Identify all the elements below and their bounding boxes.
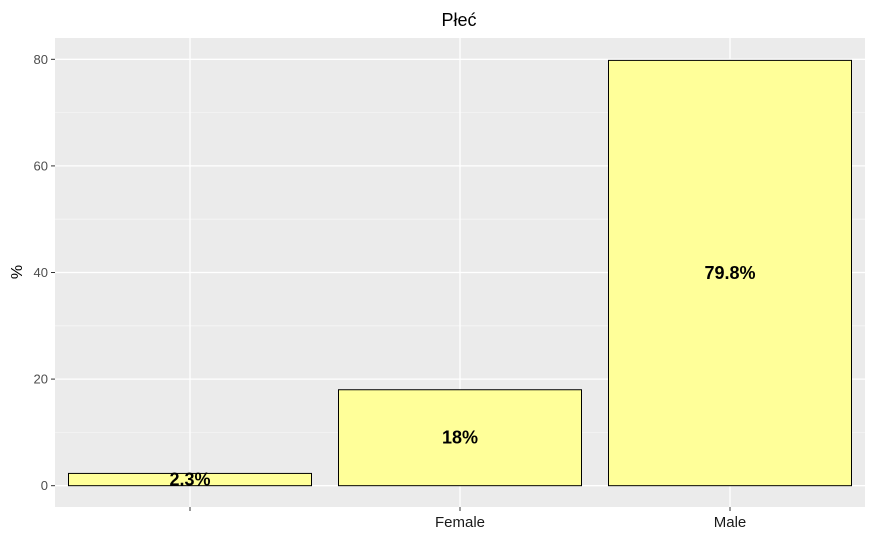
bars [68, 59, 852, 487]
y-axis-title: % [9, 265, 26, 279]
y-tick-label: 80 [34, 52, 48, 67]
bar [338, 389, 582, 487]
x-tick-label: Male [714, 514, 747, 531]
y-axis: 0 20 40 60 80 [34, 52, 55, 493]
bar-data-label: 18% [442, 428, 478, 448]
y-tick-label: 60 [34, 158, 48, 173]
bar [68, 472, 312, 487]
y-tick-label: 20 [34, 372, 48, 387]
bar [608, 59, 852, 487]
data-labels: 2.3% 18% 79.8% [169, 263, 755, 490]
x-axis: Female Male [189, 507, 747, 531]
bar-data-label: 2.3% [169, 470, 210, 490]
chart-title: Płeć [441, 10, 476, 30]
y-tick-label: 40 [34, 265, 48, 280]
x-tick-label: Female [435, 514, 485, 531]
bar-data-label: 79.8% [704, 263, 755, 283]
y-tick-label: 0 [41, 478, 48, 493]
